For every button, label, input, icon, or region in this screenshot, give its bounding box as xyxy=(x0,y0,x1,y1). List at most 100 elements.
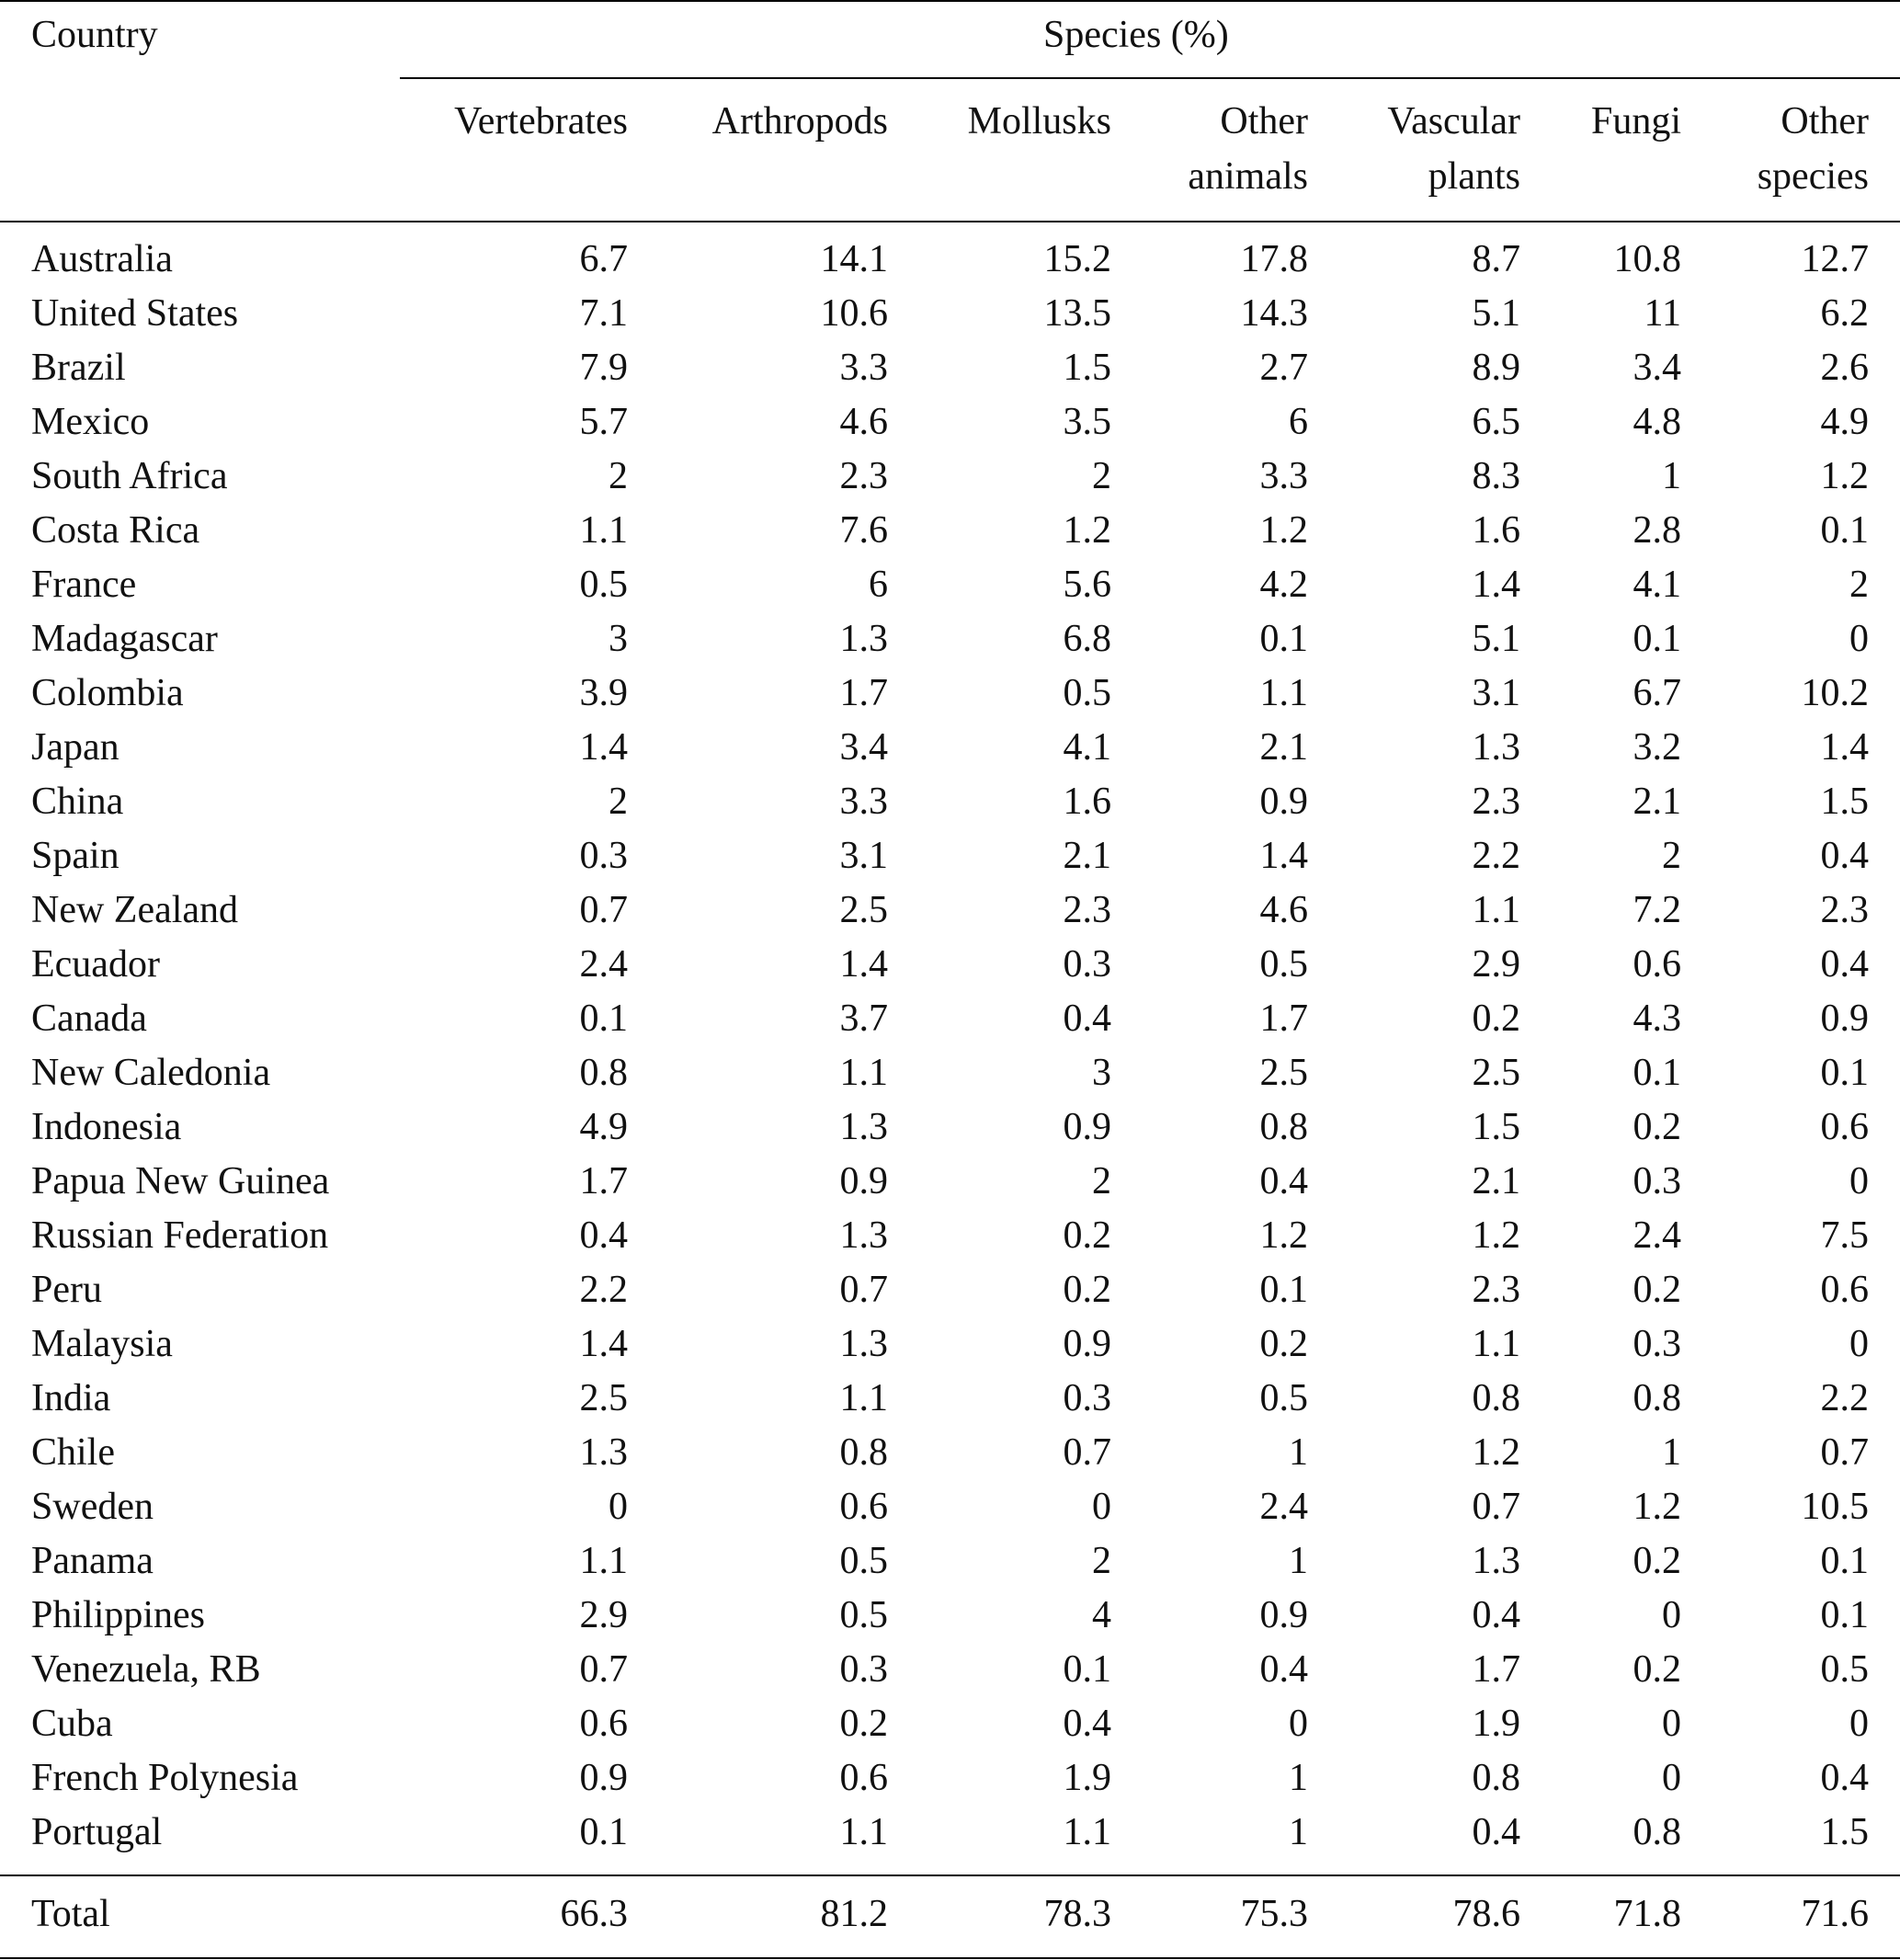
value-cell: 1.3 xyxy=(1472,1540,1521,1582)
table-row: Portugal 0.1 1.1 1.1 1 0.4 0.8 1.5 xyxy=(0,1806,1900,1860)
value-cell: 1.5 xyxy=(1820,1811,1870,1853)
column-headers: Vertebrates Arthropods Mollusks Other Vascul… xyxy=(0,94,1900,204)
country-cell: France xyxy=(31,564,137,606)
header-row: animals plants species xyxy=(0,149,1900,204)
value-cell: 4.6 xyxy=(839,401,889,443)
column-header: Other xyxy=(1220,100,1308,142)
value-cell: 0.5 xyxy=(1820,1648,1870,1691)
species-group-header: Species (%) xyxy=(1043,14,1229,56)
value-cell: 0.4 xyxy=(1820,835,1870,877)
value-cell: 2 xyxy=(1092,1160,1111,1202)
value-cell: 2.5 xyxy=(579,1377,629,1419)
column-header: species xyxy=(1757,155,1869,198)
value-cell: 0.1 xyxy=(1820,1052,1870,1094)
value-cell: 1.3 xyxy=(839,1106,889,1148)
value-cell: 1.3 xyxy=(839,618,889,660)
value-cell: 0.1 xyxy=(1633,618,1682,660)
value-cell: 0.1 xyxy=(1259,618,1309,660)
value-cell: 0.8 xyxy=(579,1052,629,1094)
value-cell: 0.2 xyxy=(1633,1648,1682,1691)
value-cell: 0 xyxy=(1662,1757,1681,1799)
value-cell: 0.7 xyxy=(579,1648,629,1691)
table-row: Chile 1.3 0.8 0.7 1 1.2 1 0.7 xyxy=(0,1426,1900,1480)
value-cell: 78.3 xyxy=(1043,1893,1112,1935)
value-cell: 1.4 xyxy=(579,726,629,769)
country-cell: United States xyxy=(31,292,239,335)
value-cell: 4.9 xyxy=(1820,401,1870,443)
value-cell: 0.1 xyxy=(1820,509,1870,552)
value-cell: 0.9 xyxy=(579,1757,629,1799)
table-row: Costa Rica 1.1 7.6 1.2 1.2 1.6 2.8 0.1 xyxy=(0,504,1900,558)
value-cell: 10.6 xyxy=(820,292,889,335)
value-cell: 0.4 xyxy=(1259,1160,1309,1202)
value-cell: 0.6 xyxy=(839,1486,889,1528)
value-cell: 2.5 xyxy=(1472,1052,1521,1094)
value-cell: 1.3 xyxy=(839,1323,889,1365)
value-cell: 1.7 xyxy=(1472,1648,1521,1691)
country-cell: Madagascar xyxy=(31,618,218,660)
country-cell: Panama xyxy=(31,1540,154,1582)
country-cell: South Africa xyxy=(31,455,228,497)
value-cell: 0.1 xyxy=(1820,1594,1870,1636)
value-cell: 0.8 xyxy=(1633,1811,1682,1853)
value-cell: 1.3 xyxy=(839,1214,889,1257)
table-row: Malaysia 1.4 1.3 0.9 0.2 1.1 0.3 0 xyxy=(0,1317,1900,1372)
value-cell: 0.6 xyxy=(1820,1106,1870,1148)
country-cell: India xyxy=(31,1377,111,1419)
value-cell: 1.5 xyxy=(1472,1106,1521,1148)
table-row: United States 7.1 10.6 13.5 14.3 5.1 11 6.2 xyxy=(0,287,1900,341)
country-cell: Costa Rica xyxy=(31,509,200,552)
value-cell: 10.5 xyxy=(1801,1486,1870,1528)
value-cell: 0 xyxy=(1289,1703,1308,1745)
value-cell: 6 xyxy=(1289,401,1308,443)
value-cell: 0.6 xyxy=(1633,943,1682,986)
value-cell: 0.2 xyxy=(1063,1214,1112,1257)
header-spacer xyxy=(0,94,400,149)
value-cell: 12.7 xyxy=(1801,238,1870,280)
value-cell: 0.1 xyxy=(1259,1269,1309,1311)
value-cell: 2.2 xyxy=(1472,835,1521,877)
column-header: Arthropods xyxy=(711,100,888,142)
table-row: French Polynesia 0.9 0.6 1.9 1 0.8 0 0.4 xyxy=(0,1751,1900,1806)
value-cell: 2.6 xyxy=(1820,347,1870,389)
value-cell: 2.1 xyxy=(1633,781,1682,823)
country-cell: Total xyxy=(31,1893,110,1935)
total-row: Total 66.3 81.2 78.3 75.3 78.6 71.8 71.6 xyxy=(0,1887,1900,1942)
country-cell: Brazil xyxy=(31,347,126,389)
value-cell: 0.7 xyxy=(839,1269,889,1311)
value-cell: 14.1 xyxy=(820,238,889,280)
value-cell: 6.7 xyxy=(1633,672,1682,714)
value-cell: 5.1 xyxy=(1472,618,1521,660)
value-cell: 0.2 xyxy=(1633,1540,1682,1582)
value-cell: 4.3 xyxy=(1633,997,1682,1040)
value-cell: 0.4 xyxy=(1820,943,1870,986)
country-cell: Ecuador xyxy=(31,943,160,986)
value-cell: 1.2 xyxy=(1472,1431,1521,1474)
value-cell: 1.9 xyxy=(1472,1703,1521,1745)
value-cell: 75.3 xyxy=(1240,1893,1309,1935)
value-cell: 0.8 xyxy=(1472,1377,1521,1419)
country-cell: New Zealand xyxy=(31,889,239,931)
header-row: Vertebrates Arthropods Mollusks Other Vascul… xyxy=(0,94,1900,149)
value-cell: 1 xyxy=(1289,1540,1308,1582)
table-row: New Zealand 0.7 2.5 2.3 4.6 1.1 7.2 2.3 xyxy=(0,883,1900,938)
value-cell: 81.2 xyxy=(820,1893,889,1935)
value-cell: 4 xyxy=(1092,1594,1111,1636)
value-cell: 0.4 xyxy=(1259,1648,1309,1691)
header-spacer xyxy=(0,149,400,204)
value-cell: 0 xyxy=(1662,1703,1681,1745)
country-cell: China xyxy=(31,781,124,823)
value-cell: 0.5 xyxy=(1259,1377,1309,1419)
value-cell: 1.1 xyxy=(1259,672,1309,714)
value-cell: 5.7 xyxy=(579,401,629,443)
column-header: Vertebrates xyxy=(454,100,628,142)
value-cell: 0.3 xyxy=(1633,1323,1682,1365)
value-cell: 1.7 xyxy=(579,1160,629,1202)
table-row: Brazil 7.9 3.3 1.5 2.7 8.9 3.4 2.6 xyxy=(0,341,1900,395)
table-row: Indonesia 4.9 1.3 0.9 0.8 1.5 0.2 0.6 xyxy=(0,1100,1900,1155)
value-cell: 8.7 xyxy=(1472,238,1521,280)
value-cell: 3.9 xyxy=(579,672,629,714)
value-cell: 1.1 xyxy=(1063,1811,1112,1853)
country-cell: Philippines xyxy=(31,1594,206,1636)
country-header: Country xyxy=(31,14,158,56)
